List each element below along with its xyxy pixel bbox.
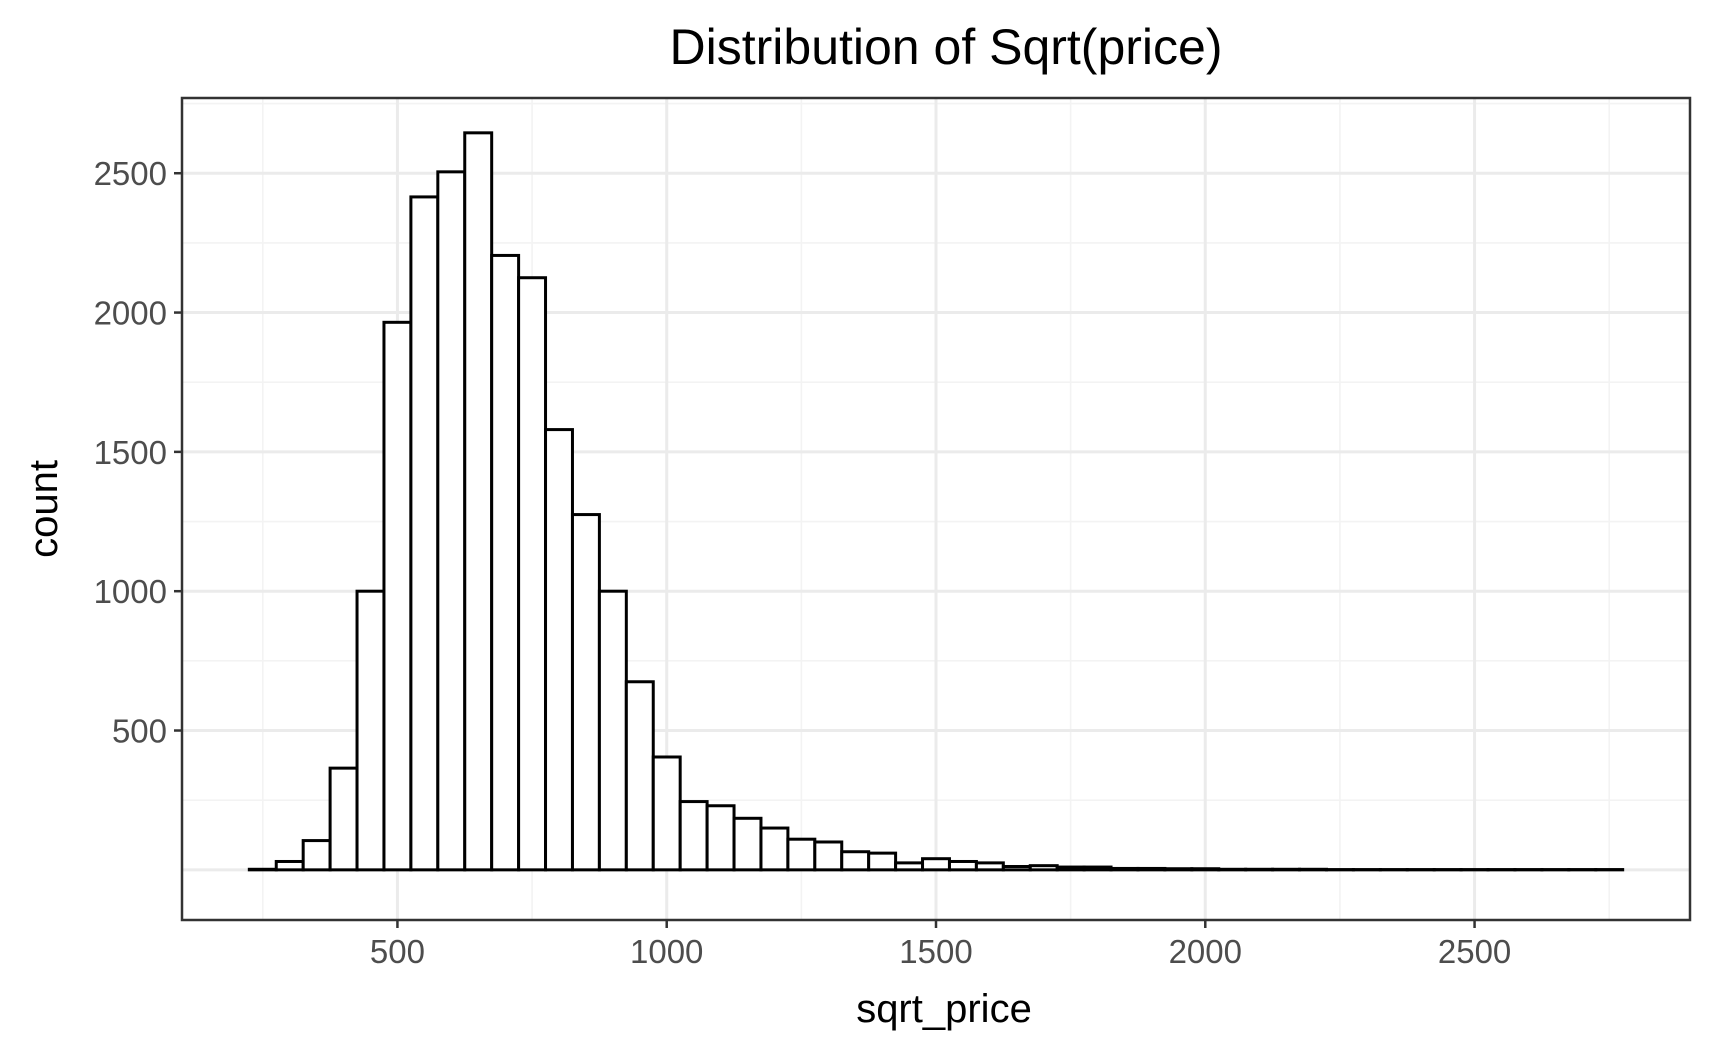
histogram-bar — [1271, 867, 1302, 872]
histogram-bar — [624, 680, 655, 872]
histogram-bar — [570, 513, 601, 872]
y-tick-label: 1000 — [94, 573, 167, 610]
y-tick-label: 2500 — [94, 155, 167, 192]
histogram-bar — [840, 850, 871, 872]
y-tick-label: 2000 — [94, 295, 167, 332]
y-axis: 500 1000 1500 2000 2500 — [94, 155, 182, 750]
histogram-bar — [463, 131, 494, 872]
histogram-bar — [328, 766, 359, 872]
histogram-bar — [732, 816, 763, 872]
histogram-bar — [894, 861, 925, 872]
histogram-bar — [355, 589, 386, 872]
histogram-bar — [678, 800, 709, 872]
histogram-bar — [517, 276, 548, 872]
histogram-bar — [651, 755, 682, 872]
histogram-bar — [1136, 866, 1167, 872]
histogram-bar — [786, 837, 817, 872]
x-tick-label: 1000 — [630, 933, 703, 970]
histogram-bar — [1028, 864, 1059, 872]
histogram-bar — [1055, 865, 1086, 872]
x-tick-label: 1500 — [899, 933, 972, 970]
histogram-bar — [247, 867, 278, 872]
histogram-bar — [597, 589, 628, 872]
chart-title: Distribution of Sqrt(price) — [670, 19, 1223, 75]
histogram-bar — [705, 804, 736, 872]
plot-panel — [180, 96, 1692, 922]
histogram-bar — [1190, 867, 1221, 872]
x-tick-label: 2500 — [1438, 933, 1511, 970]
y-tick-label: 1500 — [94, 434, 167, 471]
x-axis: 500 1000 1500 2000 2500 — [370, 920, 1511, 970]
histogram-bar — [544, 428, 574, 872]
histogram-bar — [382, 320, 413, 872]
y-axis-title: count — [22, 460, 66, 558]
histogram-bar — [436, 170, 467, 872]
histogram-bar — [301, 839, 332, 872]
histogram-bar — [813, 840, 844, 872]
histogram-bar — [1001, 865, 1032, 872]
histogram-bar — [1109, 866, 1140, 872]
histogram-bar — [867, 851, 898, 872]
histogram-bar — [1163, 867, 1194, 872]
histogram-bar — [409, 195, 440, 872]
histogram-bar — [1244, 867, 1275, 872]
histogram-bar — [921, 857, 951, 872]
x-tick-label: 2000 — [1169, 933, 1242, 970]
x-tick-label: 500 — [370, 933, 425, 970]
x-axis-title: sqrt_price — [856, 987, 1032, 1031]
histogram-bar — [759, 826, 790, 872]
histogram-bar — [947, 859, 978, 872]
histogram-bar — [274, 859, 305, 872]
histogram-bar — [1082, 865, 1113, 872]
histogram-bar — [974, 861, 1005, 872]
histogram-bar — [490, 253, 521, 872]
histogram-bar — [1298, 867, 1328, 872]
histogram-bar — [1217, 867, 1248, 872]
histogram-bars — [247, 131, 1625, 872]
y-tick-label: 500 — [112, 713, 167, 750]
